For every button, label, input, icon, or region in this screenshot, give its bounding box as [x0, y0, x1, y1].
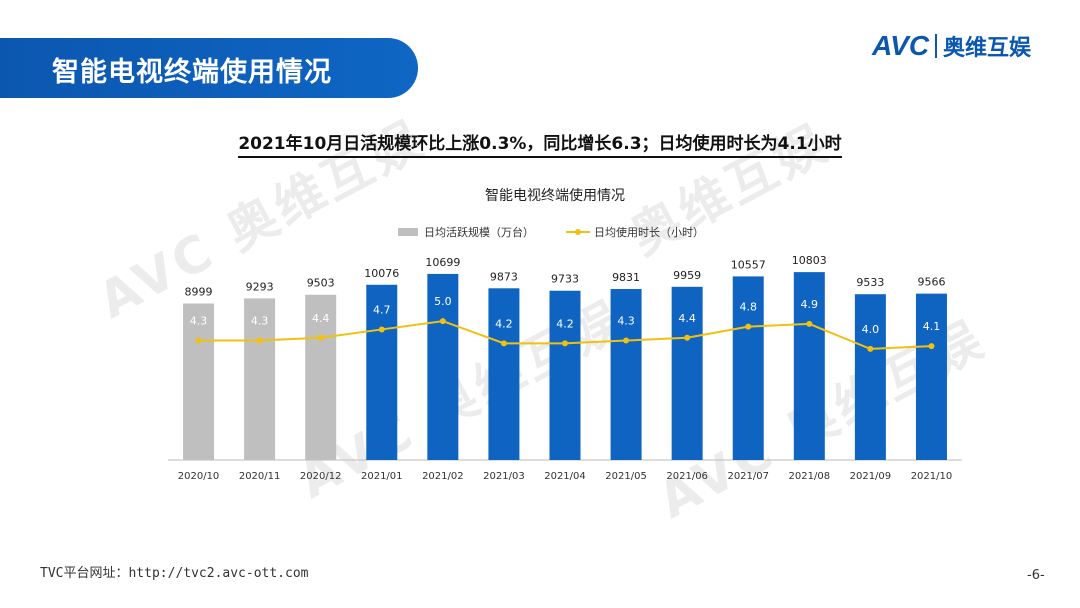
bars-layer — [183, 272, 947, 460]
bar-2021/05 — [610, 289, 642, 460]
bar-value-label: 10076 — [364, 267, 399, 280]
bar-value-label: 9566 — [917, 276, 945, 289]
line-point — [195, 337, 202, 344]
bar-2021/09 — [854, 294, 886, 460]
bar-value-label: 9959 — [673, 269, 701, 282]
line-point — [745, 323, 752, 330]
legend-bar-label: 日均活跃规模（万台） — [424, 225, 534, 239]
bar-2021/07 — [732, 276, 764, 460]
line-value-label: 4.3 — [190, 315, 208, 328]
line-point — [928, 343, 935, 350]
line-value-label: 4.8 — [739, 301, 757, 314]
legend-bar-swatch — [398, 228, 418, 236]
bar-value-label: 9533 — [856, 276, 884, 289]
line-value-label: 4.2 — [556, 317, 574, 330]
headline: 2021年10月日活规模环比上涨0.3%，同比增长6.3；日均使用时长为4.1小… — [0, 129, 1080, 158]
line-value-label: 4.3 — [617, 315, 635, 328]
chart-title: 智能电视终端使用情况 — [485, 187, 625, 204]
bar-value-label: 9831 — [612, 271, 640, 284]
legend: 日均活跃规模（万台） 日均使用时长（小时） — [398, 225, 704, 239]
bar-value-label: 9873 — [490, 270, 518, 283]
x-tick-label: 2021/09 — [850, 471, 892, 482]
line-point — [439, 318, 446, 325]
line-value-label: 4.2 — [495, 317, 513, 330]
line-value-label: 4.3 — [251, 315, 269, 328]
x-tick-label: 2021/01 — [361, 471, 403, 482]
bar-value-label: 9293 — [246, 280, 274, 293]
logo-cn-text: 奥维互娱 — [943, 36, 1032, 61]
bar-2020/11 — [244, 298, 276, 460]
x-tick-label: 2021/07 — [727, 471, 769, 482]
line-value-label: 4.0 — [862, 323, 880, 336]
x-tick-label: 2021/03 — [483, 471, 525, 482]
x-tick-label: 2021/05 — [605, 471, 647, 482]
x-tick-label: 2021/06 — [666, 471, 708, 482]
labels-layer: 8999 2020/10 4.3 9293 2020/11 4.3 9503 2020/12 4… — [178, 254, 952, 482]
line-point — [562, 340, 568, 347]
x-tick-label: 2020/10 — [178, 471, 220, 482]
line-value-label: 4.1 — [923, 320, 941, 333]
bar-2021/10 — [915, 293, 947, 460]
line-point — [500, 340, 507, 347]
x-tick-label: 2021/10 — [911, 471, 953, 482]
logo-avc-text: AVC — [872, 30, 930, 61]
line-point — [806, 320, 813, 327]
legend-line-label: 日均使用时长（小时） — [594, 226, 704, 239]
line-point — [256, 337, 263, 344]
bar-2020/12 — [305, 294, 337, 460]
line-value-label: 4.7 — [373, 303, 391, 316]
line-value-label: 4.4 — [678, 312, 696, 325]
x-tick-label: 2020/12 — [300, 471, 342, 482]
bar-2021/04 — [549, 290, 581, 460]
logo-divider — [935, 34, 938, 58]
bar-2020/10 — [183, 303, 215, 460]
legend-line-marker — [575, 229, 581, 235]
bar-2021/02 — [427, 273, 459, 460]
bar-value-label: 10803 — [792, 254, 827, 267]
bar-2021/03 — [488, 288, 520, 460]
line-point — [317, 334, 324, 341]
bar-2021/08 — [793, 272, 825, 460]
line-point — [684, 334, 691, 341]
footer-url: TVC平台网址：http://tvc2.avc-ott.com — [40, 566, 309, 581]
line-value-label: 5.0 — [434, 295, 452, 308]
brand-logo: AVC 奥维互娱 — [872, 30, 1031, 62]
bar-2021/06 — [671, 286, 703, 460]
header-band — [0, 38, 418, 98]
page-title: 智能电视终端使用情况 — [52, 57, 332, 88]
line-point — [867, 345, 874, 352]
x-tick-label: 2021/02 — [422, 471, 464, 482]
line-value-label: 4.9 — [801, 298, 819, 311]
bar-2021/01 — [366, 284, 398, 460]
bar-value-label: 9503 — [307, 277, 335, 290]
bar-value-label: 10699 — [425, 256, 460, 269]
line-layer — [195, 318, 935, 352]
bar-value-label: 10557 — [731, 258, 766, 271]
line-point — [378, 326, 385, 333]
x-tick-label: 2020/11 — [239, 471, 281, 482]
x-tick-label: 2021/04 — [544, 471, 586, 482]
x-tick-label: 2021/08 — [789, 471, 831, 482]
bar-value-label: 9733 — [551, 273, 579, 286]
line-value-label: 4.4 — [312, 312, 330, 325]
page-number: -6- — [1027, 568, 1045, 583]
line-point — [623, 337, 630, 344]
bar-value-label: 8999 — [185, 285, 213, 298]
